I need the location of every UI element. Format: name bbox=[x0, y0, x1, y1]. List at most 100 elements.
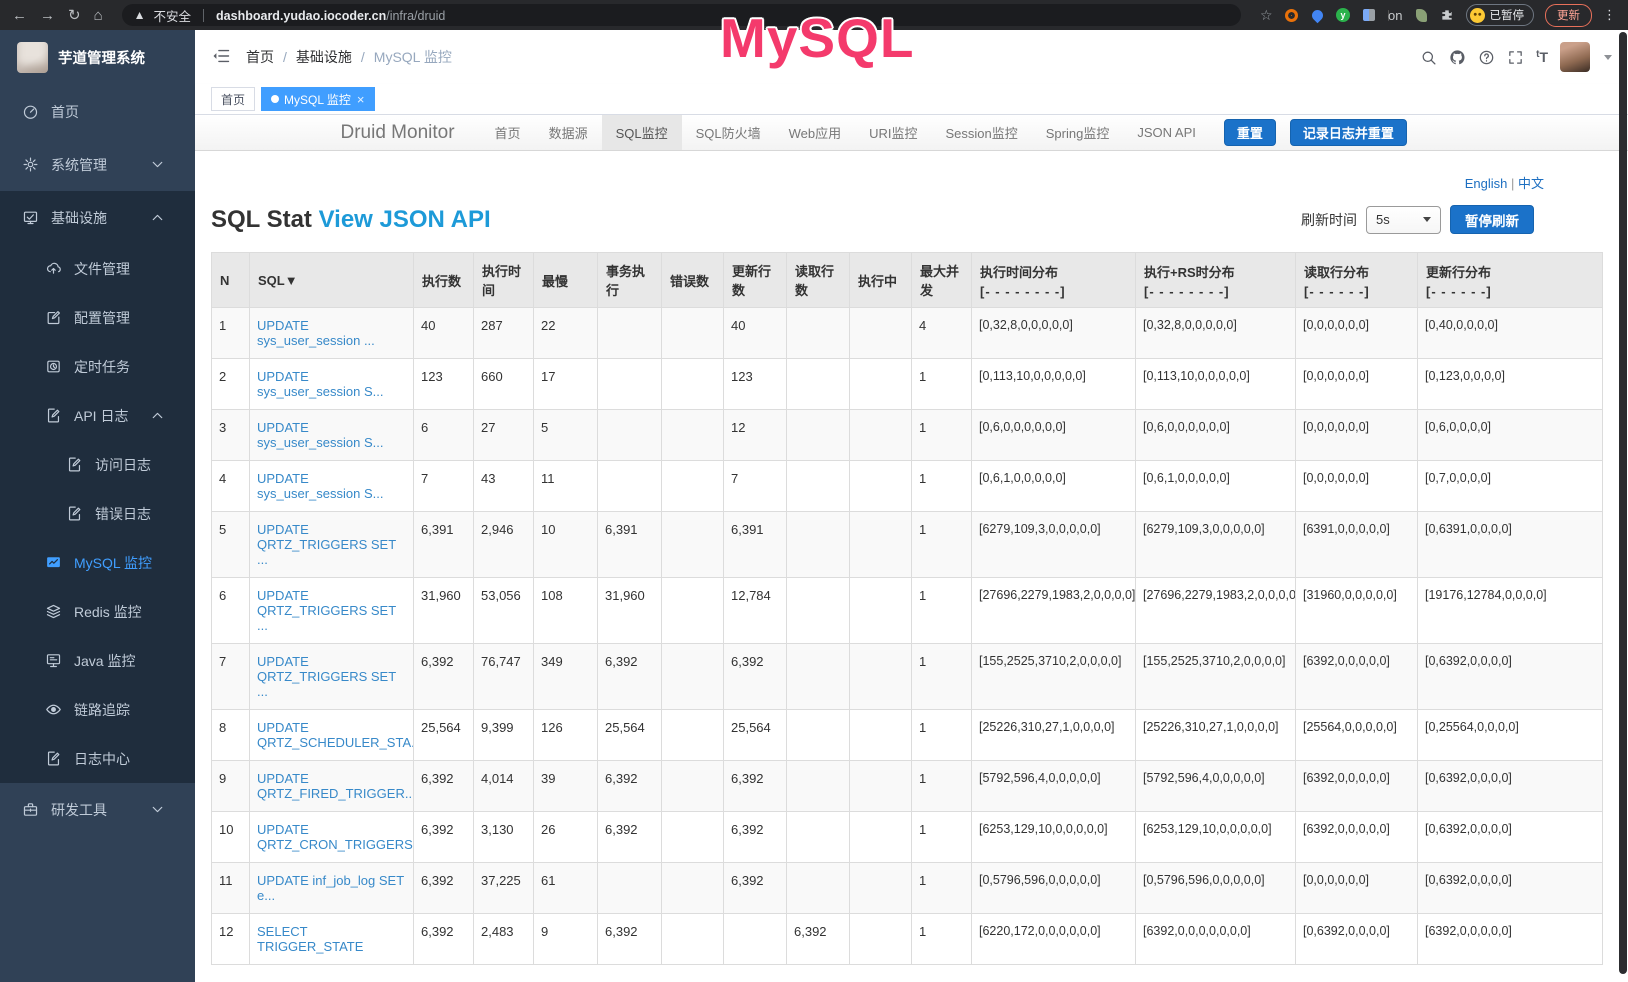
breadcrumb-infra[interactable]: 基础设施 bbox=[295, 49, 352, 65]
sidebar-item-java[interactable]: Java 监控 bbox=[0, 636, 195, 685]
extension-leaf-icon[interactable] bbox=[1414, 8, 1429, 23]
sidebar-item-config[interactable]: 配置管理 bbox=[0, 293, 195, 342]
browser-home-icon[interactable]: ⌂ bbox=[93, 6, 103, 24]
cell-fetch-rows bbox=[786, 577, 850, 644]
extensions-puzzle-icon[interactable] bbox=[1440, 8, 1455, 23]
browser-back-icon[interactable]: ← bbox=[12, 6, 27, 24]
cell-exec-time: 76,747 bbox=[473, 643, 534, 710]
cell-running bbox=[849, 862, 912, 914]
cell-sql: UPDATE sys_user_session S... bbox=[249, 460, 414, 512]
user-avatar[interactable] bbox=[1560, 42, 1590, 72]
sidebar-item-file[interactable]: 文件管理 bbox=[0, 244, 195, 293]
sidebar-item-label: 定时任务 bbox=[74, 358, 130, 375]
tag-mysql-monitor[interactable]: MySQL 监控 × bbox=[261, 87, 375, 111]
sql-link[interactable]: UPDATE QRTZ_TRIGGERS SET ... bbox=[257, 588, 396, 633]
column-header-sql[interactable]: SQL▼ bbox=[249, 252, 414, 308]
druid-nav-home[interactable]: 首页 bbox=[494, 126, 521, 141]
cell-exec-count: 25,564 bbox=[413, 709, 474, 761]
sidebar-item-system[interactable]: 系统管理 bbox=[0, 138, 195, 191]
hamburger-icon[interactable] bbox=[211, 46, 231, 69]
extension-donut-icon[interactable] bbox=[1284, 8, 1299, 23]
chevron-up-icon bbox=[149, 209, 166, 226]
page-scrollbar[interactable] bbox=[1619, 32, 1627, 974]
fullscreen-icon[interactable] bbox=[1507, 49, 1524, 66]
address-bar[interactable]: ▲ 不安全 dashboard.yudao.iocoder.cn/infra/d… bbox=[121, 4, 1241, 26]
cell-sql: UPDATE QRTZ_CRON_TRIGGERS... bbox=[249, 811, 414, 863]
cell-fetch-rows bbox=[786, 862, 850, 914]
sidebar-item-error-log[interactable]: 错误日志 bbox=[0, 489, 195, 538]
reset-button[interactable]: 重置 bbox=[1223, 119, 1276, 146]
column-header-fetch-row-dist: 读取行分布 [- - - - - -] bbox=[1295, 252, 1418, 308]
view-json-api-link[interactable]: View JSON API bbox=[318, 205, 491, 233]
druid-nav-uri[interactable]: URI监控 bbox=[869, 126, 918, 141]
cell-update-rows bbox=[723, 913, 787, 965]
sql-link[interactable]: UPDATE sys_user_session S... bbox=[257, 420, 384, 450]
druid-nav-sql[interactable]: SQL监控 bbox=[601, 115, 682, 150]
search-icon[interactable] bbox=[1420, 49, 1437, 66]
sidebar-item-job[interactable]: 定时任务 bbox=[0, 342, 195, 391]
cell-running bbox=[849, 409, 912, 461]
sidebar-item-redis[interactable]: Redis 监控 bbox=[0, 587, 195, 636]
sql-link[interactable]: UPDATE sys_user_session ... bbox=[257, 318, 375, 348]
cell-fetch-row-dist: [25564,0,0,0,0,0] bbox=[1295, 709, 1418, 761]
sidebar-item-access-log[interactable]: 访问日志 bbox=[0, 440, 195, 489]
cell-exec-time-dist: [6253,129,10,0,0,0,0,0] bbox=[971, 811, 1136, 863]
cell-update-rows: 12,784 bbox=[723, 577, 787, 644]
column-header-label: 执行+RS时分布 bbox=[1144, 264, 1235, 280]
sidebar-item-api-log[interactable]: API 日志 bbox=[0, 391, 195, 440]
druid-nav-json-api[interactable]: JSON API bbox=[1137, 125, 1196, 140]
sql-stat-table: N SQL▼ 执行数 执行时间 最慢 事务执行 错误数 更新行数 读取行数 执行中 最大并发 执行时间… bbox=[211, 252, 1603, 965]
extension-switch-icon[interactable]: on bbox=[1387, 8, 1403, 23]
github-icon[interactable] bbox=[1449, 49, 1466, 66]
app-logo[interactable]: 芋道管理系统 bbox=[0, 30, 195, 85]
pause-refresh-button[interactable]: 暂停刷新 bbox=[1450, 205, 1534, 234]
druid-nav-datasource[interactable]: 数据源 bbox=[548, 126, 588, 141]
sidebar-item-infra[interactable]: 基础设施 bbox=[0, 191, 195, 244]
browser-reload-icon[interactable]: ↻ bbox=[68, 6, 81, 24]
user-chevron-down-icon[interactable] bbox=[1604, 54, 1612, 60]
lang-english-link[interactable]: English bbox=[1464, 176, 1508, 191]
extension-pin-icon[interactable] bbox=[1309, 7, 1325, 23]
cell-max-concurrent: 1 bbox=[911, 460, 972, 512]
sql-link[interactable]: UPDATE inf_job_log SET e... bbox=[257, 873, 404, 903]
timer-icon bbox=[45, 358, 62, 375]
druid-nav-session[interactable]: Session监控 bbox=[945, 126, 1018, 141]
browser-update-button[interactable]: 更新 bbox=[1545, 3, 1592, 27]
browser-forward-icon[interactable]: → bbox=[40, 6, 55, 24]
tag-active-dot bbox=[271, 95, 280, 103]
bookmark-star-icon[interactable]: ☆ bbox=[1259, 6, 1273, 23]
sql-link[interactable]: UPDATE QRTZ_TRIGGERS SET ... bbox=[257, 654, 396, 699]
tag-home[interactable]: 首页 bbox=[211, 87, 256, 111]
druid-nav-spring[interactable]: Spring监控 bbox=[1045, 126, 1110, 141]
sql-link[interactable]: UPDATE sys_user_session S... bbox=[257, 369, 384, 399]
druid-nav-wall[interactable]: SQL防火墙 bbox=[695, 126, 761, 141]
browser-profile-chip[interactable]: 已暂停 bbox=[1465, 4, 1534, 26]
sidebar-item-home[interactable]: 首页 bbox=[0, 85, 195, 138]
sql-link[interactable]: SELECT TRIGGER_STATE bbox=[257, 924, 364, 954]
sidebar-item-label: 研发工具 bbox=[51, 801, 107, 818]
log-and-reset-button[interactable]: 记录日志并重置 bbox=[1289, 119, 1407, 146]
column-header-exec-time-dist: 执行时间分布 [- - - - - - - -] bbox=[971, 252, 1136, 308]
sidebar-item-mysql[interactable]: MySQL 监控 bbox=[0, 538, 195, 587]
sql-link[interactable]: UPDATE QRTZ_CRON_TRIGGERS... bbox=[257, 822, 414, 852]
sql-link[interactable]: UPDATE QRTZ_SCHEDULER_STA... bbox=[257, 720, 414, 750]
extension-green-icon[interactable]: y bbox=[1336, 8, 1351, 23]
refresh-interval-select[interactable]: 5s bbox=[1366, 205, 1441, 234]
sidebar-item-log-center[interactable]: 日志中心 bbox=[0, 734, 195, 783]
sidebar-item-trace[interactable]: 链路追踪 bbox=[0, 685, 195, 734]
lang-chinese-link[interactable]: 中文 bbox=[1517, 176, 1544, 191]
sql-link[interactable]: UPDATE QRTZ_TRIGGERS SET ... bbox=[257, 522, 396, 567]
cell-max-concurrent: 1 bbox=[911, 643, 972, 710]
tag-close-icon[interactable]: × bbox=[356, 91, 365, 107]
extension-grid-icon[interactable] bbox=[1362, 8, 1377, 23]
table-row: 8 UPDATE QRTZ_SCHEDULER_STA... 25,564 9,399… bbox=[211, 709, 1603, 761]
breadcrumb-home[interactable]: 首页 bbox=[246, 49, 274, 65]
druid-brand[interactable]: Druid Monitor bbox=[340, 121, 455, 143]
sidebar-item-dev-tool[interactable]: 研发工具 bbox=[0, 783, 195, 836]
browser-menu-icon[interactable]: ⋮ bbox=[1603, 7, 1616, 22]
sql-link[interactable]: UPDATE QRTZ_FIRED_TRIGGER... bbox=[257, 771, 414, 801]
help-icon[interactable] bbox=[1478, 49, 1495, 66]
sql-link[interactable]: UPDATE sys_user_session S... bbox=[257, 471, 384, 501]
druid-nav-webapp[interactable]: Web应用 bbox=[788, 126, 842, 141]
